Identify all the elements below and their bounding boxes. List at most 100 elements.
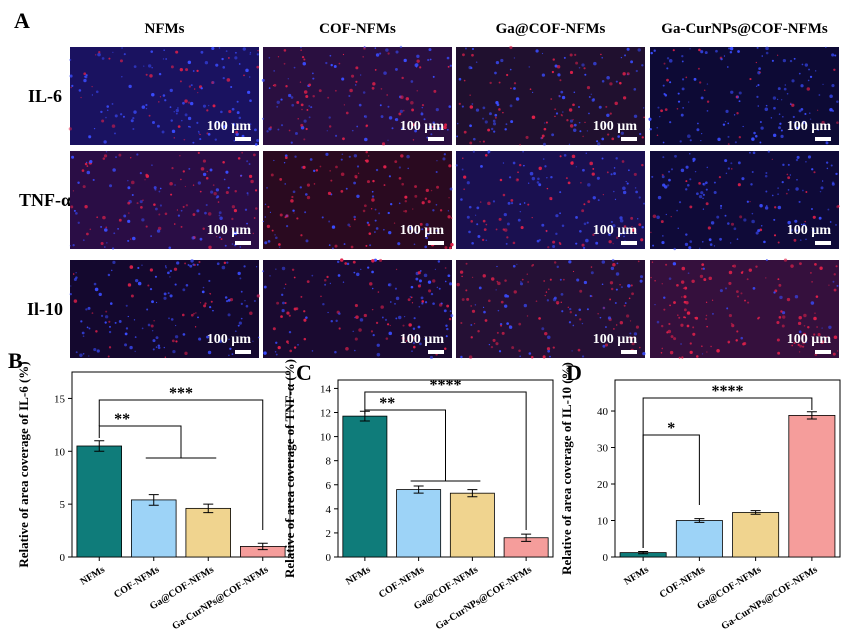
cell-dot (284, 301, 287, 305)
cell-dot (436, 160, 438, 162)
cell-dot (789, 174, 791, 176)
cell-dot (796, 155, 800, 159)
cell-dot (811, 229, 815, 233)
x-tick-label: Ga-CurNPs@COF-NFMs (434, 564, 534, 632)
cell-dot (817, 129, 820, 131)
cell-dot (509, 45, 513, 50)
micrograph (69, 259, 261, 358)
cell-dot (174, 184, 176, 186)
cell-dot (609, 281, 614, 285)
cell-dot (232, 123, 236, 126)
cell-dot (252, 153, 256, 157)
cell-dot (359, 318, 364, 322)
cell-dot (829, 107, 833, 112)
cell-dot (197, 92, 199, 94)
cell-dot (717, 137, 721, 142)
cell-dot (330, 63, 333, 67)
cell-dot (504, 228, 508, 232)
cell-dot (500, 58, 504, 63)
cell-dot (406, 154, 410, 159)
cell-dot (472, 137, 476, 141)
cell-dot (236, 111, 240, 115)
cell-dot (456, 282, 460, 287)
cell-dot (75, 212, 78, 215)
cell-dot (555, 214, 559, 218)
cell-dot (757, 229, 761, 233)
cell-dot (672, 49, 675, 52)
cell-dot (614, 301, 617, 304)
cell-dot (72, 190, 75, 192)
cell-dot (327, 96, 330, 99)
cell-dot (311, 274, 314, 277)
cell-dot (827, 208, 830, 211)
cell-dot (104, 315, 109, 319)
cell-dot (356, 125, 359, 128)
cell-dot (765, 190, 768, 193)
scale-bar (621, 137, 637, 141)
cell-dot (184, 113, 188, 117)
cell-dot (519, 143, 521, 146)
cell-dot (696, 355, 699, 358)
cell-dot (356, 165, 360, 168)
cell-dot (387, 139, 389, 141)
cell-dot (719, 237, 722, 241)
cell-dot (681, 78, 685, 81)
cell-dot (300, 46, 302, 49)
cell-dot (488, 344, 491, 346)
cell-dot (202, 159, 207, 163)
cell-dot (225, 190, 229, 195)
cell-dot (164, 265, 167, 267)
cell-dot (482, 140, 485, 143)
cell-dot (716, 215, 720, 219)
cell-dot (815, 295, 819, 298)
cell-dot (220, 110, 223, 114)
cell-dot (578, 308, 581, 312)
cell-dot (443, 125, 447, 130)
cell-dot (518, 349, 521, 353)
cell-dot (561, 95, 566, 100)
cell-dot (619, 216, 623, 220)
cell-dot (85, 74, 88, 77)
cell-dot (546, 187, 549, 190)
cell-dot (707, 226, 711, 230)
cell-dot (633, 332, 638, 336)
significance-bracket (98, 425, 182, 458)
cell-dot (371, 308, 374, 311)
cell-dot (235, 130, 239, 134)
cell-dot (73, 299, 78, 303)
cell-dot (428, 289, 432, 293)
cell-dot (490, 127, 494, 131)
cell-dot (471, 241, 474, 245)
cell-dot (538, 183, 542, 187)
cell-dot (529, 88, 532, 90)
cell-dot (327, 191, 332, 196)
cell-dot (739, 215, 743, 219)
cell-dot (503, 213, 507, 217)
cell-dot (737, 183, 741, 187)
cell-dot (105, 310, 108, 313)
cell-dot (343, 104, 345, 106)
cell-dot (586, 308, 589, 311)
cell-dot (706, 166, 709, 169)
cell-dot (288, 330, 292, 334)
cell-dot (388, 230, 392, 235)
cell-dot (759, 203, 763, 208)
cell-dot (700, 96, 704, 100)
cell-dot (374, 231, 376, 233)
cell-dot (796, 179, 798, 181)
cell-dot (508, 176, 512, 179)
cell-dot (132, 128, 135, 131)
cell-dot (141, 105, 146, 109)
cell-dot (401, 182, 404, 186)
bar (396, 489, 442, 558)
significance-bracket (364, 409, 446, 481)
cell-dot (537, 177, 540, 181)
cell-dot (342, 137, 345, 141)
cell-dot (735, 95, 739, 99)
cell-dot (385, 48, 389, 52)
cell-dot (682, 106, 685, 109)
cell-dot (306, 280, 310, 284)
cell-dot (619, 284, 621, 286)
cell-dot (263, 351, 267, 355)
cell-dot (423, 118, 426, 121)
